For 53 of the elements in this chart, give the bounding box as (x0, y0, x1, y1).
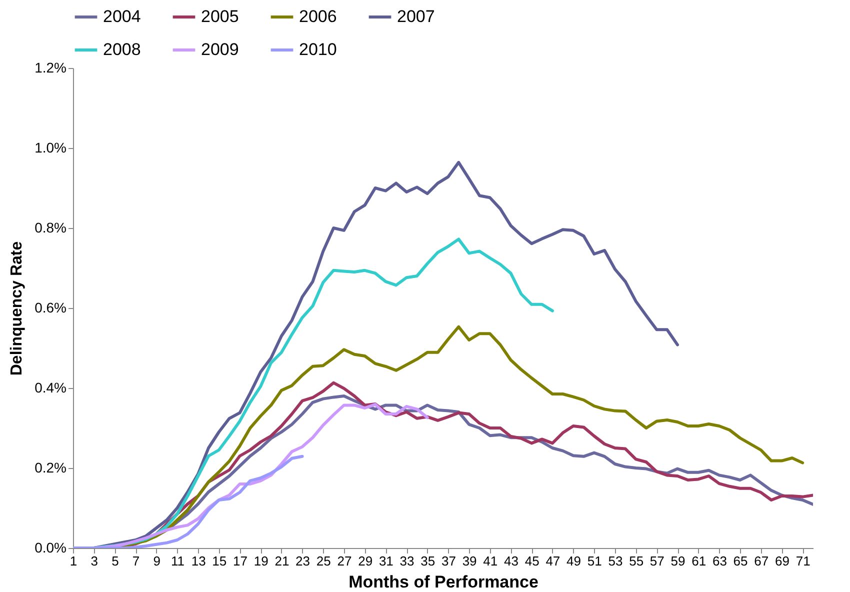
y-tick-label: 0.2% (34, 460, 66, 476)
legend-label: 2005 (201, 7, 239, 26)
x-tick-label: 57 (650, 554, 664, 568)
x-tick-label: 65 (733, 554, 748, 568)
x-tick-label: 43 (504, 554, 518, 568)
x-tick-label: 39 (462, 554, 477, 568)
x-tick-label: 13 (191, 554, 206, 568)
x-tick-label: 51 (587, 554, 602, 568)
x-tick-label: 71 (796, 554, 810, 568)
y-tick-label: 1.0% (34, 140, 66, 156)
x-tick-label: 67 (754, 554, 769, 568)
x-tick-label: 25 (316, 554, 331, 568)
x-tick-label: 21 (274, 554, 290, 568)
x-tick-label: 37 (441, 554, 456, 568)
legend-label: 2006 (299, 7, 337, 26)
x-tick-label: 31 (378, 554, 394, 568)
x-tick-label: 15 (212, 554, 227, 568)
legend-label: 2004 (103, 7, 141, 26)
x-tick-label: 59 (670, 554, 686, 568)
x-tick-label: 53 (608, 554, 623, 568)
x-tick-label: 5 (112, 554, 119, 568)
x-tick-label: 63 (712, 554, 727, 568)
x-tick-label: 23 (296, 554, 310, 568)
x-tick-label: 3 (90, 554, 98, 568)
x-tick-label: 1 (70, 554, 78, 568)
legend-label: 2008 (103, 40, 141, 59)
y-tick-label: 0.8% (34, 220, 66, 236)
x-tick-label: 35 (420, 554, 436, 568)
x-tick-label: 27 (337, 554, 352, 568)
y-axis-title: Delinquency Rate (8, 241, 26, 376)
y-tick-label: 0.0% (34, 540, 66, 556)
line-series (73, 454, 304, 548)
x-tick-label: 55 (629, 554, 644, 568)
x-axis-title: Months of Performance (348, 572, 538, 592)
x-tick-label: 47 (546, 554, 560, 568)
x-tick-label: 45 (524, 554, 540, 568)
x-tick-label: 41 (483, 554, 498, 568)
x-tick-label: 69 (775, 554, 790, 568)
x-tick-label: 17 (233, 554, 248, 568)
x-tick-label: 9 (153, 554, 160, 568)
y-tick-label: 0.6% (34, 300, 66, 316)
x-tick-label: 7 (132, 554, 140, 568)
x-tick-label: 11 (170, 554, 184, 568)
legend-label: 2007 (397, 7, 435, 26)
x-tick-label: 61 (692, 554, 706, 568)
x-tick-label: 19 (254, 554, 268, 568)
x-tick-label: 33 (400, 554, 414, 568)
y-tick-label: 0.4% (34, 380, 66, 396)
x-tick-label: 49 (566, 554, 582, 568)
x-tick-label: 29 (358, 554, 373, 568)
legend-label: 2009 (201, 40, 239, 59)
y-tick-label: 1.2% (34, 60, 66, 76)
legend-label: 2010 (299, 40, 337, 59)
